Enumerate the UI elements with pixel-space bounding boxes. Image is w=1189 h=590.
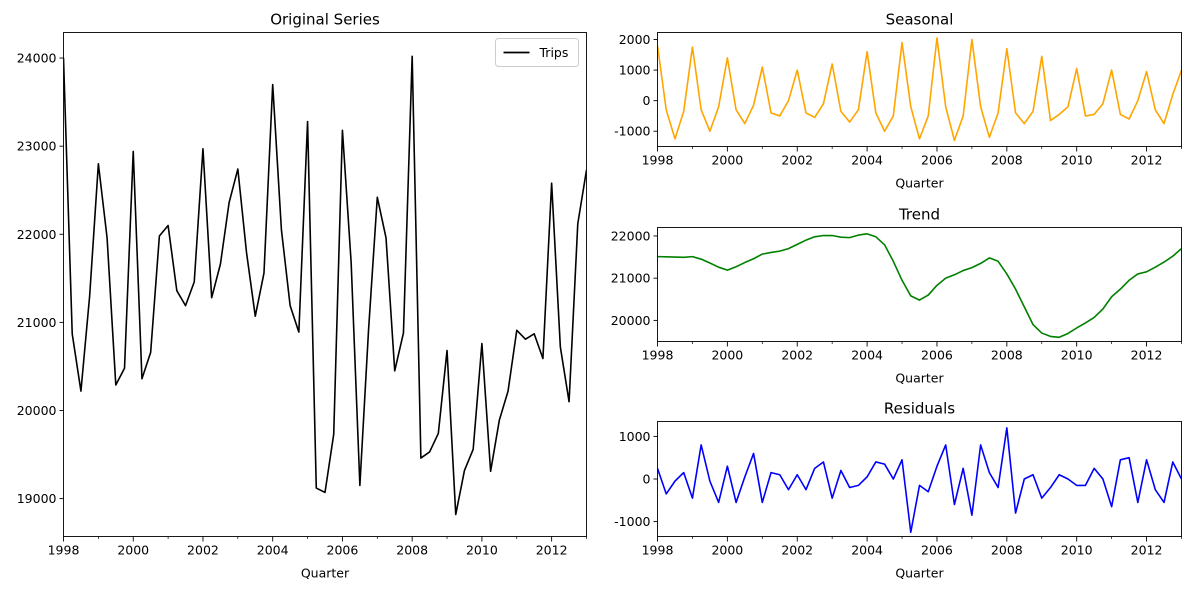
chart-title: Seasonal [886, 11, 954, 29]
chart-original: Original Series 19000 20000 21000 22000 23000… [17, 11, 587, 581]
x-tick-label: 1998 [642, 348, 674, 363]
x-tick-label: 2010 [1061, 543, 1093, 558]
x-tick-label: 1998 [642, 153, 674, 168]
x-axis-label: Quarter [301, 566, 350, 581]
x-tick-label: 2002 [781, 348, 813, 363]
x-tick-label: 2006 [921, 153, 953, 168]
x-tick-label: 2000 [711, 153, 743, 168]
x-tick-label: 2008 [396, 543, 428, 558]
y-tick-label: 20000 [17, 403, 57, 418]
x-tick-label: 2004 [851, 348, 883, 363]
y-tick-label: 22000 [611, 228, 651, 243]
y-tick-label: 19000 [17, 491, 57, 506]
chart-trend: Trend 20000 21000 22000 1998 2000 2002 2004 2006… [611, 206, 1182, 386]
y-tick-label: 24000 [17, 51, 57, 66]
y-tick-label: 20000 [611, 313, 651, 328]
y-tick-label: 21000 [17, 315, 57, 330]
y-tick-label: -1000 [614, 514, 650, 529]
y-tick-label: 21000 [611, 271, 651, 286]
plot-frame [63, 32, 587, 537]
x-tick-label: 2008 [991, 153, 1023, 168]
legend-box [495, 38, 579, 67]
chart-title: Trend [898, 206, 940, 224]
x-tick-label: 1998 [642, 543, 674, 558]
chart-residuals: Residuals -1000 0 1000 1998 2000 2002 2004 2006 2… [614, 400, 1182, 581]
x-tick-label: 2006 [327, 543, 359, 558]
legend-entry-label: Trips [539, 45, 569, 60]
x-axis-label: Quarter [895, 566, 944, 581]
x-axis-label: Quarter [895, 176, 944, 191]
y-tick-label: 0 [643, 472, 651, 487]
x-tick-label: 2000 [711, 543, 743, 558]
x-tick-label: 2002 [781, 543, 813, 558]
x-tick-label: 2006 [921, 348, 953, 363]
x-tick-label: 1998 [48, 543, 80, 558]
x-tick-label: 2004 [851, 543, 883, 558]
x-tick-label: 2010 [1061, 348, 1093, 363]
plot-frame [657, 32, 1182, 147]
y-tick-label: 0 [643, 93, 651, 108]
chart-seasonal: Seasonal -1000 0 1000 2000 1998 2000 2002 2004 20… [614, 11, 1182, 191]
series-line-seasonal [657, 37, 1182, 142]
series-line-trend [657, 233, 1182, 339]
x-tick-label: 2008 [991, 543, 1023, 558]
x-tick-label: 2010 [466, 543, 498, 558]
y-tick-label: -1000 [614, 124, 650, 139]
x-tick-label: 2008 [991, 348, 1023, 363]
x-tick-label: 2000 [117, 543, 149, 558]
y-tick-label: 22000 [17, 227, 57, 242]
y-tick-label: 2000 [619, 32, 651, 47]
x-tick-label: 2012 [536, 543, 568, 558]
y-tick-label: 23000 [17, 139, 57, 154]
x-tick-label: 2000 [711, 348, 743, 363]
legend: Trips [495, 38, 579, 67]
chart-title: Original Series [270, 11, 380, 29]
series-line-residuals [657, 427, 1182, 534]
x-tick-label: 2006 [921, 543, 953, 558]
plot-frame [657, 227, 1182, 342]
x-tick-label: 2004 [851, 153, 883, 168]
series-line-trips [63, 55, 587, 516]
y-tick-label: 1000 [619, 429, 651, 444]
x-tick-label: 2004 [257, 543, 289, 558]
x-tick-label: 2002 [781, 153, 813, 168]
chart-title: Residuals [884, 400, 955, 418]
x-axis-label: Quarter [895, 371, 944, 386]
x-tick-label: 2010 [1061, 153, 1093, 168]
x-tick-label: 2002 [187, 543, 219, 558]
x-tick-label: 2012 [1131, 153, 1163, 168]
y-tick-label: 1000 [619, 63, 651, 78]
x-tick-label: 2012 [1131, 348, 1163, 363]
x-tick-label: 2012 [1131, 543, 1163, 558]
